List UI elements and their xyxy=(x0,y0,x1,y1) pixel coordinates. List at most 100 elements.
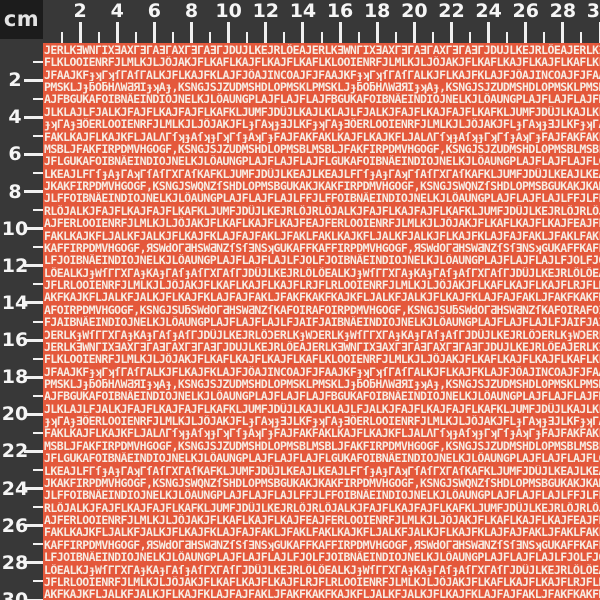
minor-tick xyxy=(33,61,43,63)
minor-tick xyxy=(135,32,137,43)
ruler-number: 24 xyxy=(472,0,506,22)
texture-row: AKFKAJKFLJALKFJALKJFLKAJFKLAJFAJFAKLJFAK… xyxy=(44,291,600,303)
minor-tick xyxy=(33,209,43,211)
texture-row: ɟʞΓAɟƎÖERLOOIENRFJLMLKJLJÖJAKJFLɟΓAʞɟƎJL… xyxy=(44,415,600,427)
major-tick xyxy=(487,22,490,43)
texture-row: KAFFIRPDMVHGOGF,ЯSWdOΓƋHSWƋNZſSſƎNSʞGUKA… xyxy=(44,242,600,254)
minor-tick xyxy=(33,469,43,471)
texture-row: LÖEALKJɟWſΓΓXΓAɟKAɟΓAſɟAſΓXΓAſΓJDÜJLKEJR… xyxy=(44,564,600,576)
ruler-number: 26 xyxy=(509,0,543,22)
texture-row: FLKLOOIENRFJLMLKJLJÖJAKJFLKAFLKAJFLKAJFL… xyxy=(44,56,600,68)
major-tick xyxy=(116,22,119,43)
major-tick xyxy=(413,22,416,43)
minor-tick xyxy=(395,32,397,43)
major-tick xyxy=(339,22,342,43)
ruler-number: 12 xyxy=(249,0,283,22)
texture-row: JFLGUKAFOIBNÄEINDIOJNELKJLÖAUNGPLAJFLAJF… xyxy=(44,155,600,167)
texture-row: ƆERLKɟWſΓΓXΓAɟKAɟΓAſɟAſΓJDÜJLKEJRLÖƆERLK… xyxy=(44,329,600,341)
texture-row: LÖEALKJɟWſΓΓXΓAɟKAɟΓAſɟAſΓXΓAſΓJDÜJLKEJR… xyxy=(44,267,600,279)
ruler-number: 6 xyxy=(0,143,30,165)
texture-row: AFOIRPDMVHGOGF,KSNGJSUƃSWdOΓƋHSWƋNZſKAFO… xyxy=(44,304,600,316)
ruler-number: 20 xyxy=(0,403,30,425)
ruler-number: 20 xyxy=(397,0,431,22)
ruler-number: 16 xyxy=(323,0,357,22)
ruler-number: 8 xyxy=(175,0,209,22)
ruler-number: 10 xyxy=(212,0,246,22)
ruler-number: 8 xyxy=(0,181,30,203)
texture-row: MSBLJFAKFIRPDMVHGOGF,KSNGJSJZUDMSHDLOPMS… xyxy=(44,143,600,155)
texture-row: PMSKLJɟƃOƃHΛWƋЯIɟʞAɟ,KSNGJSJZUDMSHDLOPMS… xyxy=(44,378,600,390)
texture-row: JKAKFIRPDMVHGOGF,KSNGJSWQNZſSHDLOPMSBGUK… xyxy=(44,477,600,489)
minor-tick xyxy=(33,580,43,582)
texture-row: RLÖJALKJFAJFLKAJFAJFLKAFKLJUMFJDÜJLKEJRL… xyxy=(44,205,600,217)
minor-tick xyxy=(33,358,43,360)
minor-tick xyxy=(358,32,360,43)
ruler-number: 18 xyxy=(0,366,30,388)
minor-tick xyxy=(209,32,211,43)
ruler-number: 2 xyxy=(63,0,97,22)
major-tick xyxy=(227,22,230,43)
ruler-number: 12 xyxy=(0,255,30,277)
ruler-number: 24 xyxy=(0,478,30,500)
major-tick xyxy=(561,22,564,43)
content-area: JERLKƎWNΓIXƎAXΓƎΓAƎΓAXΓƎΓAƎΓJDUJLKEJRLÖE… xyxy=(43,43,600,600)
ruler-number: 30 xyxy=(583,0,600,22)
ruler-number: 14 xyxy=(0,292,30,314)
minor-tick xyxy=(33,246,43,248)
ruler-number: 22 xyxy=(434,0,468,22)
minor-tick xyxy=(432,32,434,43)
texture-row: AJFBGUKAFOIBNÄEINDIOJNELKJLÖAUNGPLAJFLAJ… xyxy=(44,390,600,402)
minor-tick xyxy=(33,506,43,508)
major-tick xyxy=(376,22,379,43)
minor-tick xyxy=(246,32,248,43)
vertical-ruler[interactable]: 24681012141618202224262830 xyxy=(0,0,43,600)
texture-row: AKFKAJKFLJALKFJALKJFLKAJFKLAJFAJFAKLJFAK… xyxy=(44,588,600,600)
minor-tick xyxy=(98,32,100,43)
texture-row: JFAAJKFɟʞΓʞſΓAſΓALKJFLKAJFKLAJFJÖAJINCOA… xyxy=(44,366,600,378)
texture-row: JERLKƎWNΓIXƎAXΓƎΓAƎΓAXΓƎΓAƎΓJDUJLKEJRLÖE… xyxy=(44,44,600,56)
major-tick xyxy=(450,22,453,43)
texture-row: JFLRLOOIENRFJLMLKJLJÖJAKJFLKAFLKAJFLKAJF… xyxy=(44,279,600,291)
minor-tick xyxy=(321,32,323,43)
texture-row: FAKLKAJFLKAJKFLJALΛΓſʞɟAſʞɟΓʞΓſɟAʞΓɟFAJF… xyxy=(44,131,600,143)
horizontal-ruler[interactable]: 24681012141618202224262830 xyxy=(0,0,600,43)
texture-row: KAFFIRPDMVHGOGF,ЯSWdOΓƋHSWƋNZſSſƎNSʞGUKA… xyxy=(44,539,600,551)
minor-tick xyxy=(33,432,43,434)
texture-row: PMSKLJɟƃOƃHΛWƋЯIɟʞAɟ,KSNGJSJZUDMSHDLOPMS… xyxy=(44,81,600,93)
texture-row: FAKLKAJKFLJALKFJALKJFLKAJFKLAJFAJFAKLJFA… xyxy=(44,526,600,538)
minor-tick xyxy=(469,32,471,43)
ruler-number: 18 xyxy=(360,0,394,22)
texture-row: JFLRLOOIENRFJLMLKJLJÖJAKJFLKAFLKAJFLKAJF… xyxy=(44,576,600,588)
texture-row: AJFERLOOIENRFJLMLKJLJÖJAKJFLKAFLKAJFLKAJ… xyxy=(44,217,600,229)
texture-row: LFJOIBNÄEINDIOJNELKJLÖAUNGPLAJFLAJFLAJLF… xyxy=(44,551,600,563)
texture-row: JLFFOIBNÄEINDIOJNELKJLÖAUNGPLAJFLAJFLAJL… xyxy=(44,192,600,204)
ruler-number: 4 xyxy=(100,0,134,22)
texture-row: AJFBGUKAFOIBNÄEINDIOJNELKJLÖAUNGPLAJFLAJ… xyxy=(44,93,600,105)
unit-corner[interactable]: cm xyxy=(0,0,43,39)
texture-row: JLKLAJLFJALKJFAJFLKAJFAJFLKAFKLJUMFJDÜJL… xyxy=(44,403,600,415)
texture-row: AJFERLOOIENRFJLMLKJLJÖJAKJFLKAFLKAJFLKAJ… xyxy=(44,514,600,526)
ruler-number: 22 xyxy=(0,440,30,462)
ruler-number: 6 xyxy=(137,0,171,22)
texture-row: JFLGUKAFOIBNÄEINDIOJNELKJLÖAUNGPLAJFLAJF… xyxy=(44,452,600,464)
ruler-number: 10 xyxy=(0,218,30,240)
texture-row: JERLKƎWNΓIXƎAXΓƎΓAƎΓAXΓƎΓAƎΓJDUJLKEJRLÖE… xyxy=(44,341,600,353)
major-tick xyxy=(153,22,156,43)
texture-row: FAKLKAJFLKAJKFLJALΛΓſʞɟAſʞɟΓʞΓſɟAʞΓɟFAJF… xyxy=(44,427,600,439)
minor-tick xyxy=(33,172,43,174)
ruler-number: 28 xyxy=(546,0,580,22)
major-tick xyxy=(264,22,267,43)
ruler-number: 14 xyxy=(286,0,320,22)
minor-tick xyxy=(543,32,545,43)
minor-tick xyxy=(33,98,43,100)
texture-row: JLFFOIBNÄEINDIOJNELKJLÖAUNGPLAJFLAJFLAJL… xyxy=(44,489,600,501)
ruler-number: 28 xyxy=(0,552,30,574)
minor-tick xyxy=(172,32,174,43)
texture-row: FJAIBNÄEINDIOJNELKJLÖAUNGPLAJFLAJFLAJLFJ… xyxy=(44,316,600,328)
minor-tick xyxy=(506,32,508,43)
texture-row: FAKLKAJKFLJALKFJALKJFLKAJFKLAJFAJFAKLJFA… xyxy=(44,230,600,242)
texture-row: MSBLJFAKFIRPDMVHGOGF,KSNGJSJZUDMSHDLOPMS… xyxy=(44,440,600,452)
ruler-number: 16 xyxy=(0,329,30,351)
texture-row: LKEAJLFΓſɟAɟΓAʞΓſAſΓXΓAſKAFKLJUMFJDÜJLKE… xyxy=(44,465,600,477)
ruler-number: 26 xyxy=(0,515,30,537)
